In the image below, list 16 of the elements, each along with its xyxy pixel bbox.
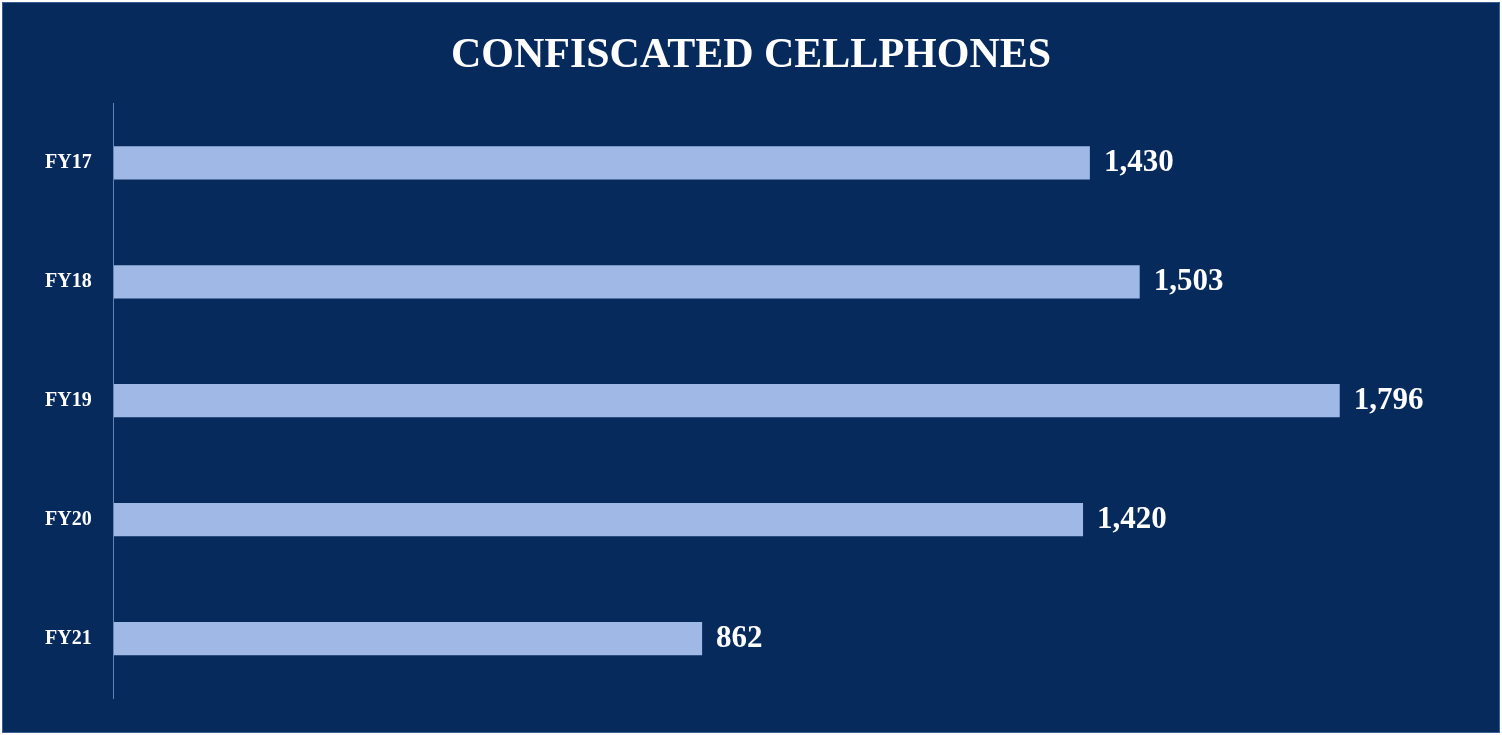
bar: [113, 146, 1090, 180]
y-tick-label: FY19: [44, 387, 92, 410]
y-tick-label: FY17: [44, 150, 92, 173]
data-label: 862: [716, 618, 763, 654]
y-tick-label: FY18: [44, 268, 92, 291]
bar: [113, 621, 703, 656]
data-label: 1,430: [1103, 142, 1174, 178]
bar: [113, 502, 1084, 537]
data-label: 1,420: [1097, 499, 1167, 535]
data-label: 1,503: [1153, 261, 1224, 297]
bar: [113, 384, 1340, 418]
chart-title: CONFISCATED CELLPHONES: [450, 30, 1052, 77]
y-tick-label: FY21: [44, 625, 92, 648]
bar: [113, 265, 1140, 299]
y-tick-label: FY20: [44, 506, 92, 529]
data-label: 1,796: [1353, 380, 1424, 416]
